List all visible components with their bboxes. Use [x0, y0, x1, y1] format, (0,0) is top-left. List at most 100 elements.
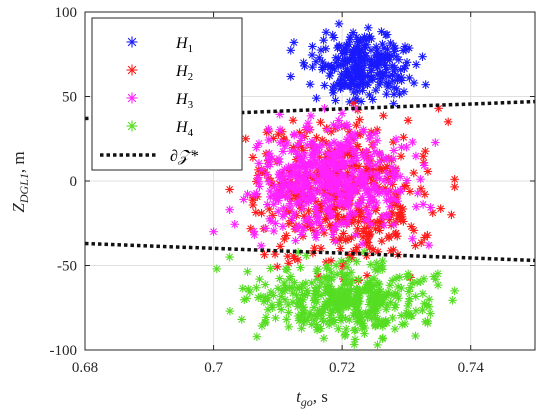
data-point	[355, 317, 365, 327]
data-point	[349, 79, 358, 88]
data-point	[286, 146, 296, 156]
data-point	[336, 60, 346, 69]
data-point	[356, 53, 366, 63]
data-point	[342, 289, 352, 299]
data-point	[361, 146, 371, 156]
data-point	[265, 148, 274, 158]
data-point	[375, 150, 385, 159]
data-point	[377, 236, 387, 246]
data-point	[352, 120, 361, 130]
data-point	[330, 237, 340, 246]
data-point	[357, 239, 367, 249]
data-point	[399, 87, 409, 97]
data-point	[402, 272, 412, 281]
data-point	[395, 185, 405, 195]
data-point	[373, 314, 382, 324]
data-point	[329, 33, 339, 42]
data-point	[382, 154, 392, 164]
data-point	[363, 23, 373, 33]
data-point	[423, 318, 433, 328]
data-point	[331, 261, 341, 270]
data-point	[316, 117, 325, 127]
data-point	[377, 261, 387, 271]
data-point	[308, 42, 317, 51]
data-point	[298, 188, 308, 197]
data-point	[391, 134, 401, 144]
data-point	[384, 233, 394, 243]
data-point	[355, 115, 364, 124]
data-point	[230, 219, 239, 229]
data-point	[351, 94, 361, 103]
data-point	[291, 164, 301, 173]
data-point	[382, 78, 392, 88]
data-point	[323, 125, 332, 135]
data-point	[385, 202, 395, 212]
data-point	[372, 136, 382, 146]
data-point	[269, 226, 279, 236]
data-point	[366, 168, 376, 178]
data-point	[365, 90, 374, 100]
legend-box	[91, 17, 243, 171]
data-point	[346, 207, 355, 217]
data-point	[447, 210, 456, 220]
data-point	[237, 315, 247, 324]
data-point	[362, 285, 371, 295]
x-tick-label: 0.68	[72, 360, 98, 376]
data-point	[350, 145, 360, 154]
data-point	[282, 315, 291, 324]
data-point	[345, 68, 355, 77]
data-point	[364, 134, 374, 144]
y-axis-label: ZDGL1, m	[9, 151, 31, 212]
x-tick-label: 0.74	[458, 360, 485, 376]
data-point	[348, 299, 358, 309]
data-point	[275, 297, 284, 307]
data-point	[355, 167, 365, 176]
data-point	[411, 60, 421, 69]
data-point	[274, 173, 284, 183]
data-point	[380, 68, 390, 78]
data-point	[349, 340, 359, 349]
data-point	[282, 231, 291, 240]
data-point	[311, 155, 321, 165]
data-point	[337, 121, 346, 130]
data-point	[338, 46, 348, 56]
data-point	[325, 310, 335, 320]
data-point	[265, 192, 275, 202]
data-point	[384, 187, 393, 197]
data-point	[329, 120, 338, 130]
data-point	[280, 141, 289, 151]
data-point	[266, 287, 276, 297]
data-point	[378, 212, 388, 222]
data-point	[389, 146, 399, 155]
y-tick-label: 100	[55, 5, 78, 21]
data-point	[411, 202, 421, 212]
data-point	[351, 230, 360, 240]
data-point	[448, 296, 457, 305]
data-point	[241, 134, 251, 144]
data-point	[354, 287, 364, 297]
data-point	[387, 162, 397, 172]
data-point	[402, 58, 412, 67]
data-point	[389, 83, 399, 93]
data-point	[280, 286, 290, 296]
data-point	[336, 84, 345, 94]
data-point	[373, 340, 382, 350]
data-point	[278, 147, 288, 156]
data-point	[389, 66, 399, 76]
data-point	[285, 203, 295, 213]
data-point	[367, 73, 376, 83]
data-point	[450, 182, 459, 192]
data-point	[303, 118, 313, 128]
data-point	[264, 135, 274, 145]
data-point	[291, 185, 301, 195]
data-point	[332, 162, 342, 171]
data-point	[251, 208, 261, 217]
data-point	[328, 185, 338, 195]
data-point	[280, 165, 289, 174]
data-point	[369, 179, 378, 189]
data-point	[345, 35, 355, 45]
data-point	[334, 19, 344, 29]
data-point	[307, 50, 317, 60]
data-point	[402, 311, 411, 321]
